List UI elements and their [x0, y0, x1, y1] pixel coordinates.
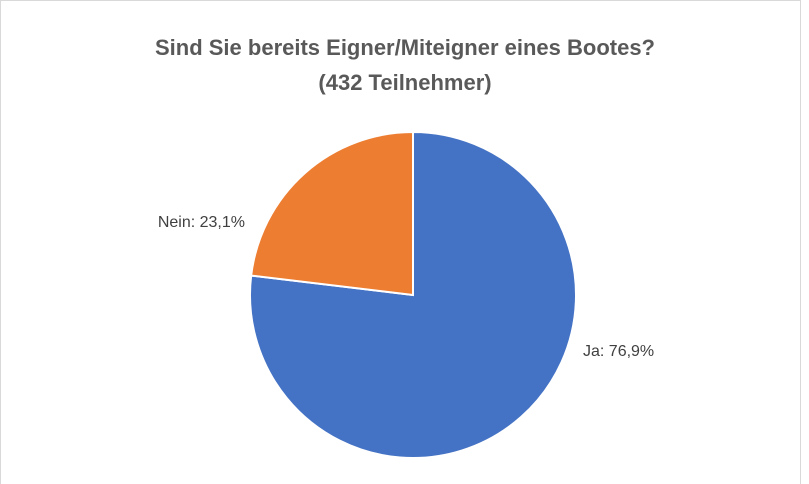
pie-slice: [250, 130, 414, 297]
chart-title: Sind Sie bereits Eigner/Miteigner eines …: [155, 35, 655, 60]
data-label: Ja: 76,9%: [583, 343, 654, 360]
data-label: Nein: 23,1%: [158, 214, 245, 231]
pie-slice: [249, 130, 577, 459]
chart-subtitle: (432 Teilnehmer): [318, 70, 491, 95]
